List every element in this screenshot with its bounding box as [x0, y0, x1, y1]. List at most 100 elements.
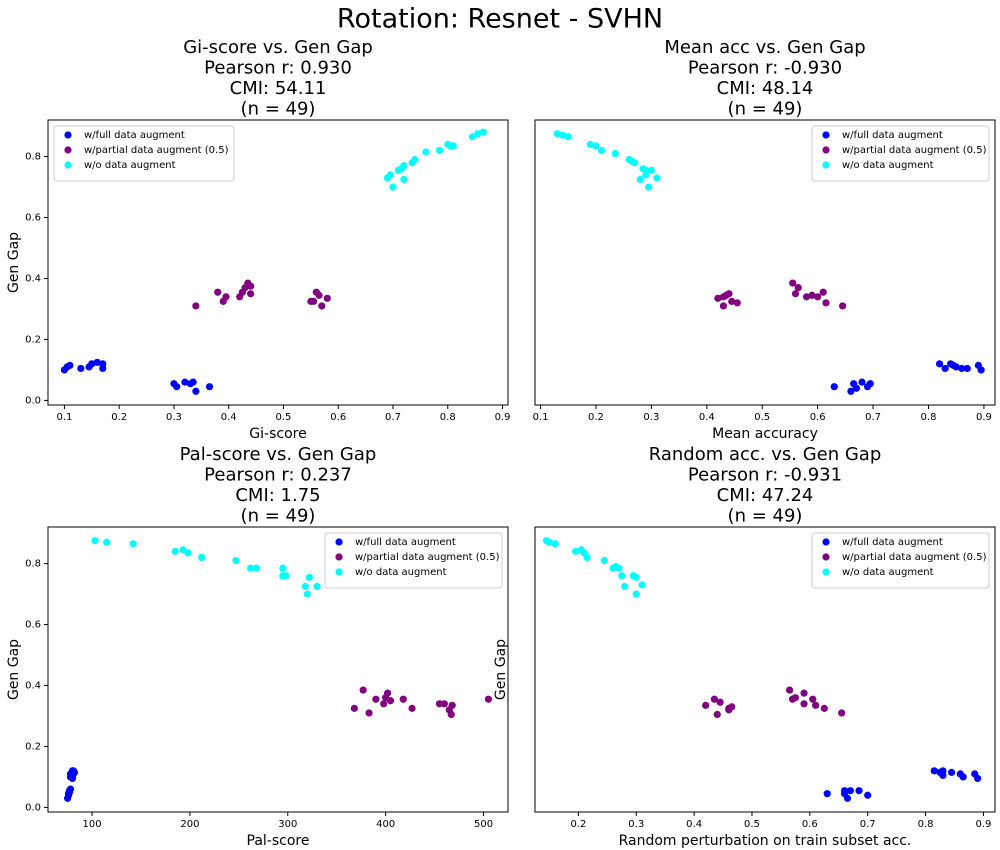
point [449, 142, 457, 150]
y-tick-label: 0.2 [25, 334, 41, 345]
point [941, 364, 949, 373]
point [198, 553, 206, 562]
legend-marker [64, 161, 72, 169]
x-tick-label: 0.7 [385, 412, 401, 423]
x-tick-label: 0.7 [865, 412, 881, 423]
point [411, 156, 419, 164]
point [611, 149, 619, 158]
legend [811, 532, 990, 589]
point [814, 293, 822, 301]
point [930, 767, 938, 775]
point [66, 770, 75, 778]
point [977, 366, 985, 374]
point [963, 364, 971, 373]
legend-marker [335, 538, 343, 546]
point [823, 790, 831, 798]
x-tick-label: 0.4 [699, 412, 715, 423]
point [714, 294, 722, 302]
point [551, 540, 559, 548]
point [615, 564, 623, 572]
point [728, 297, 736, 305]
legend-marker [822, 553, 830, 561]
x-tick-label: 0.8 [918, 819, 934, 830]
point [66, 361, 74, 369]
point [422, 148, 430, 156]
y-tick-label: 0.0 [25, 802, 41, 813]
point [553, 130, 561, 138]
point [448, 701, 456, 709]
point [447, 710, 455, 719]
point [479, 128, 487, 136]
x-tick-label: 0.5 [744, 819, 760, 830]
point [653, 174, 661, 182]
point [372, 695, 380, 703]
point [800, 700, 808, 708]
y-tick-label: 0.6 [25, 213, 41, 224]
x-tick-label: 0.3 [628, 819, 644, 830]
point [282, 572, 290, 580]
point [545, 538, 554, 546]
point [222, 293, 230, 301]
point [939, 767, 947, 775]
x-tick-label: 0.6 [330, 412, 346, 423]
legend-marker [822, 146, 830, 154]
point [846, 787, 854, 795]
point [205, 383, 214, 391]
y-tick-label: 0.4 [25, 681, 41, 692]
plot-area [47, 526, 509, 813]
point [99, 360, 107, 368]
point [564, 133, 572, 141]
point [93, 358, 101, 366]
x-axis-label: Pal-score [247, 833, 310, 849]
point [710, 695, 718, 703]
point [88, 360, 96, 368]
x-tick-label: 0.4 [221, 412, 237, 423]
legend-label: w/o data augment [355, 567, 447, 578]
point [632, 590, 640, 598]
x-tick-label: 0.4 [686, 819, 702, 830]
subplot-title: Pearson r: 0.930 [204, 58, 352, 79]
point [323, 294, 331, 302]
point [129, 540, 137, 548]
point [794, 284, 802, 292]
subplot-title: Pearson r: 0.237 [204, 465, 352, 486]
point [733, 299, 741, 307]
y-tick-label: 0.8 [25, 559, 41, 570]
y-tick-label: 0.0 [25, 395, 41, 406]
point [838, 302, 847, 310]
x-tick-label: 0.2 [111, 412, 127, 423]
point [809, 695, 817, 703]
x-tick-label: 0.7 [860, 819, 876, 830]
x-tick-label: 200 [180, 819, 199, 830]
point [468, 133, 477, 141]
point [822, 299, 830, 307]
point [820, 704, 828, 712]
subplot-title: CMI: 1.75 [235, 485, 320, 506]
legend-label: w/full data augment [84, 130, 185, 141]
x-tick-label: 300 [278, 819, 297, 830]
legend-marker [822, 568, 830, 576]
point [184, 549, 192, 557]
point [214, 288, 222, 296]
subplot-title: CMI: 48.14 [717, 78, 814, 99]
point [725, 706, 733, 714]
point [948, 768, 956, 776]
legend-label: w/full data augment [842, 537, 943, 548]
x-tick-label: 0.3 [166, 412, 182, 423]
subplot-title: Mean acc vs. Gen Gap [664, 37, 865, 58]
point [636, 175, 644, 184]
point [559, 131, 567, 139]
point [181, 378, 189, 386]
legend-label: w/partial data augment (0.5) [355, 552, 500, 563]
point [808, 291, 816, 299]
point [800, 689, 808, 697]
point [171, 547, 179, 555]
subplot-title: (n = 49) [728, 99, 803, 120]
x-tick-label: 0.2 [588, 412, 604, 423]
subplot-title: (n = 49) [241, 99, 316, 120]
y-axis-label: Gen Gap [493, 639, 509, 700]
subplot-title: CMI: 47.24 [717, 485, 814, 506]
point [583, 553, 591, 562]
